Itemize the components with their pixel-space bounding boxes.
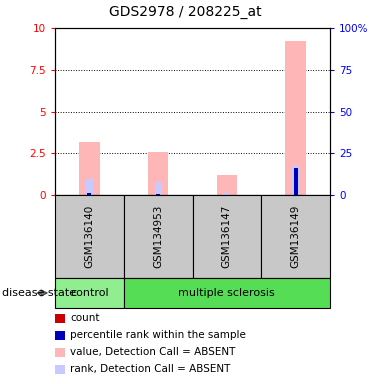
Bar [86,179,93,195]
Text: disease state: disease state [2,288,76,298]
Bar [124,278,330,308]
Bar [55,195,124,278]
Bar [292,166,299,195]
Text: GSM136140: GSM136140 [84,205,94,268]
Bar [223,193,230,195]
Bar [293,168,298,195]
Text: value, Detection Call = ABSENT: value, Detection Call = ABSENT [70,347,235,357]
Text: control: control [70,288,109,298]
Bar [87,194,91,195]
Bar [155,182,162,195]
Bar [87,194,91,195]
Bar [124,195,192,278]
Text: GDS2978 / 208225_at: GDS2978 / 208225_at [109,5,261,19]
Bar [55,278,124,308]
Text: GSM134953: GSM134953 [153,205,163,268]
Bar [79,142,100,195]
Text: GSM136149: GSM136149 [290,205,300,268]
Text: rank, Detection Call = ABSENT: rank, Detection Call = ABSENT [70,364,231,374]
Bar [148,152,168,195]
Bar [261,195,330,278]
Bar [156,194,160,195]
Bar [156,194,160,195]
Text: percentile rank within the sample: percentile rank within the sample [70,330,246,340]
Bar [192,195,261,278]
Text: multiple sclerosis: multiple sclerosis [178,288,275,298]
Bar [216,175,237,195]
Bar [285,41,306,195]
Text: count: count [70,313,100,323]
Text: GSM136147: GSM136147 [222,205,232,268]
